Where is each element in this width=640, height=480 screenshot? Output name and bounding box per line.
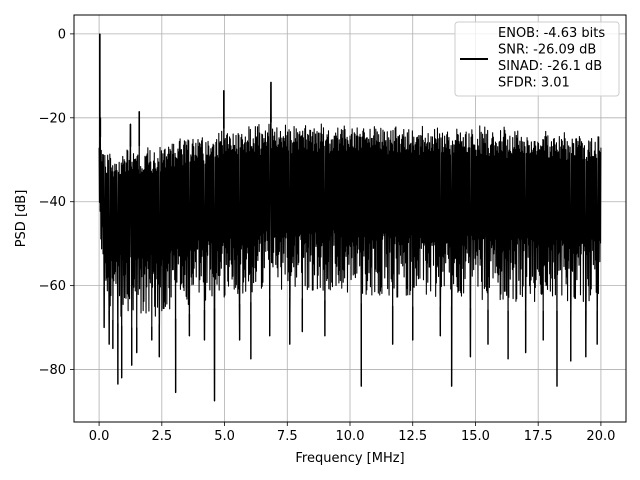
legend-box (454, 21, 620, 97)
legend-sinad: SINAD: -26.1 dB (498, 59, 602, 74)
legend-sfdr: SFDR: 3.01 (498, 76, 570, 91)
y-tick-label: −40 (39, 195, 66, 210)
x-tick-label: 2.5 (151, 429, 172, 444)
x-tick-label: 15.0 (461, 429, 490, 444)
legend: ENOB: -4.63 bits SNR: -26.09 dB SINAD: -… (454, 21, 620, 97)
y-tick-label: −60 (39, 279, 66, 294)
x-axis: 0.0 2.5 5.0 7.5 10.0 12.5 15.0 17.5 20.0 (89, 422, 615, 444)
x-tick-label: 7.5 (277, 429, 298, 444)
x-tick-label: 12.5 (398, 429, 427, 444)
legend-snr: SNR: -26.09 dB (498, 43, 596, 58)
psd-series-line (98, 33, 602, 402)
y-tick-label: 0 (58, 27, 66, 42)
y-tick-label: −20 (39, 111, 66, 126)
x-axis-label: Frequency [MHz] (295, 451, 404, 466)
x-tick-label: 10.0 (336, 429, 365, 444)
legend-enob: ENOB: -4.63 bits (498, 26, 605, 41)
x-tick-label: 0.0 (89, 429, 110, 444)
y-axis: 0 −20 −40 −60 −80 (39, 27, 74, 378)
series-layer (98, 33, 602, 402)
x-tick-label: 5.0 (214, 429, 235, 444)
x-tick-label: 17.5 (524, 429, 553, 444)
y-tick-label: −80 (39, 363, 66, 378)
x-tick-label: 20.0 (586, 429, 615, 444)
y-axis-label: PSD [dB] (14, 190, 29, 248)
